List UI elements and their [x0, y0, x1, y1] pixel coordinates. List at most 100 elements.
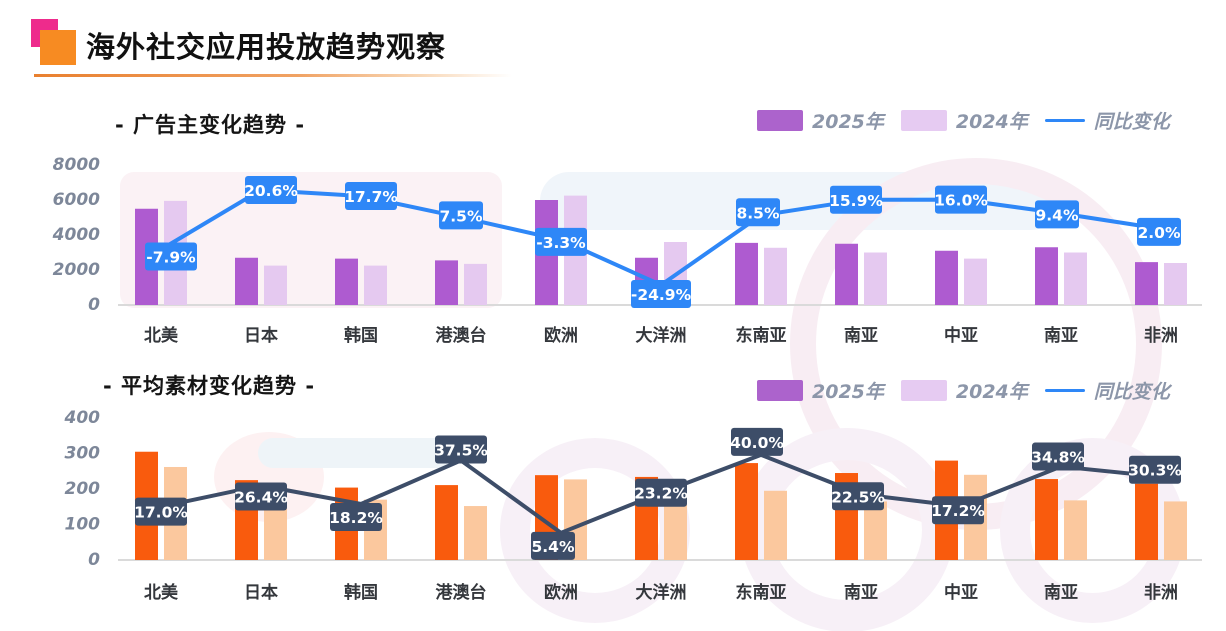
yoy-label-box-欧洲 [531, 531, 575, 560]
yoy-label-南亚: 9.4% [1036, 206, 1079, 224]
bar-2024年-东南亚 [764, 490, 787, 560]
bar-2024年-非洲 [1164, 501, 1187, 560]
x-category-label-欧洲: 欧洲 [544, 582, 578, 603]
yoy-label-box-港澳台 [439, 201, 483, 230]
bar-2024年-日本 [264, 265, 287, 305]
x-category-label-中亚: 中亚 [944, 325, 978, 346]
creative-trend-chart: 0 100 200 300 400 17.0% 26.4% 18.2% 37.5% 5.4% 23.… [64, 408, 1202, 603]
x-category-label-南亚: 南亚 [844, 582, 878, 603]
bar-2024年-大洋洲 [664, 492, 687, 560]
x-category-label-东南亚: 东南亚 [736, 325, 787, 346]
y-tick-label: 4000 [52, 225, 100, 245]
bar-2025年-南亚 [835, 243, 858, 305]
bar-2024年-港澳台 [464, 263, 487, 305]
x-category-label-东南亚: 东南亚 [736, 582, 787, 603]
yoy-label-box-南亚 [1032, 442, 1084, 471]
yoy-label-非洲: 30.3% [1128, 462, 1182, 480]
y-tick-label: 300 [65, 444, 101, 464]
legend-swatch-2025 [757, 379, 803, 401]
watermark-blob [258, 438, 458, 468]
bar-2025年-南亚 [1035, 247, 1058, 305]
yoy-label-南亚: 22.5% [831, 488, 885, 506]
yoy-label-box-非洲 [1137, 217, 1181, 246]
x-category-label-港澳台: 港澳台 [436, 325, 487, 346]
yoy-label-欧洲: 5.4% [532, 538, 575, 556]
bar-2025年-韩国 [335, 258, 358, 305]
yoy-label-中亚: 17.2% [931, 502, 985, 520]
page-title: 海外社交应用投放趋势观察 [86, 30, 447, 64]
yoy-label-box-港澳台 [435, 435, 487, 464]
yoy-label-box-大洋洲 [631, 279, 691, 308]
bar-2025年-非洲 [1135, 262, 1158, 305]
x-category-label-大洋洲: 大洋洲 [636, 325, 687, 346]
bar-2024年-南亚 [864, 252, 887, 305]
yoy-label-大洋洲: -24.9% [631, 286, 692, 304]
yoy-label-北美: 17.0% [134, 504, 188, 522]
bar-2024年-南亚 [1064, 500, 1087, 560]
yoy-label-欧洲: -3.3% [536, 234, 586, 252]
bar-2025年-日本 [235, 257, 258, 305]
brand-logo-icon [31, 19, 77, 65]
bar-2024年-东南亚 [764, 247, 787, 305]
advertiser-trend-chart: 0 2000 4000 6000 8000 -7.9% 20.6% 17.7% 7.5% -3.3… [52, 155, 1202, 346]
x-category-label-非洲: 非洲 [1144, 582, 1178, 603]
yoy-label-韩国: 17.7% [344, 188, 398, 206]
bar-2025年-非洲 [1135, 483, 1158, 560]
legend-line-swatch [1044, 118, 1085, 122]
yoy-label-box-非洲 [1129, 455, 1181, 484]
legend-advertiser-chart: 2025年 2024年 同比变化 [757, 107, 1170, 133]
x-category-label-北美: 北美 [144, 325, 179, 346]
x-category-label-南亚: 南亚 [844, 325, 878, 346]
bar-2025年-东南亚 [735, 463, 758, 560]
y-tick-label: 2000 [53, 260, 100, 280]
yoy-label-box-大洋洲 [635, 478, 687, 507]
yoy-label-日本: 26.4% [234, 488, 288, 506]
x-category-label-非洲: 非洲 [1144, 325, 1178, 346]
x-category-label-日本: 日本 [244, 325, 278, 346]
x-category-label-大洋洲: 大洋洲 [636, 582, 687, 603]
x-category-label-韩国: 韩国 [344, 582, 378, 603]
bar-2024年-韩国 [364, 265, 387, 305]
yoy-label-港澳台: 37.5% [434, 441, 488, 459]
legend-label-2024: 2024年 [955, 380, 1028, 403]
title-divider [34, 74, 512, 77]
yoy-label-box-日本 [245, 175, 297, 204]
x-category-label-南亚: 南亚 [1044, 582, 1078, 603]
y-tick-label: 0 [88, 550, 100, 570]
bar-2025年-中亚 [935, 250, 958, 305]
x-category-label-日本: 日本 [244, 582, 278, 603]
yoy-label-box-韩国 [345, 182, 397, 211]
bar-2025年-港澳台 [435, 260, 458, 305]
x-category-label-南亚: 南亚 [1044, 325, 1078, 346]
yoy-label-box-北美 [135, 497, 187, 526]
yoy-label-box-南亚 [1035, 200, 1079, 229]
legend-label-2025: 2025年 [812, 380, 884, 403]
bar-2024年-日本 [264, 497, 287, 560]
x-category-label-欧洲: 欧洲 [544, 325, 578, 346]
y-tick-label: 0 [88, 295, 100, 315]
legend-label-yoy: 同比变化 [1093, 110, 1170, 133]
yoy-label-日本: 20.6% [244, 182, 298, 200]
bar-2024年-南亚 [1064, 252, 1087, 305]
legend-swatch-2025 [757, 109, 803, 131]
bar-2024年-南亚 [864, 501, 887, 560]
yoy-label-box-南亚 [832, 482, 884, 511]
yoy-label-box-韩国 [330, 502, 382, 531]
x-category-label-中亚: 中亚 [944, 582, 978, 603]
chart-title-creative-trend: - 平均素材变化趋势 - [103, 374, 316, 398]
y-tick-label: 200 [65, 479, 101, 499]
yoy-label-南亚: 15.9% [829, 192, 883, 210]
legend-line-swatch [1044, 388, 1085, 392]
yoy-label-北美: -7.9% [146, 248, 196, 266]
chart-title-advertiser-trend: - 广告主变化趋势 - [115, 113, 306, 137]
y-tick-label: 6000 [53, 190, 100, 210]
yoy-label-港澳台: 7.5% [440, 207, 483, 225]
bar-2024年-非洲 [1164, 263, 1187, 305]
bar-2025年-南亚 [1035, 479, 1058, 560]
legend-label-2025: 2025年 [812, 110, 884, 133]
x-category-label-港澳台: 港澳台 [436, 582, 487, 603]
yoy-label-大洋洲: 23.2% [634, 485, 688, 503]
legend-swatch-2024 [900, 109, 947, 131]
yoy-label-中亚: 16.0% [934, 192, 988, 210]
